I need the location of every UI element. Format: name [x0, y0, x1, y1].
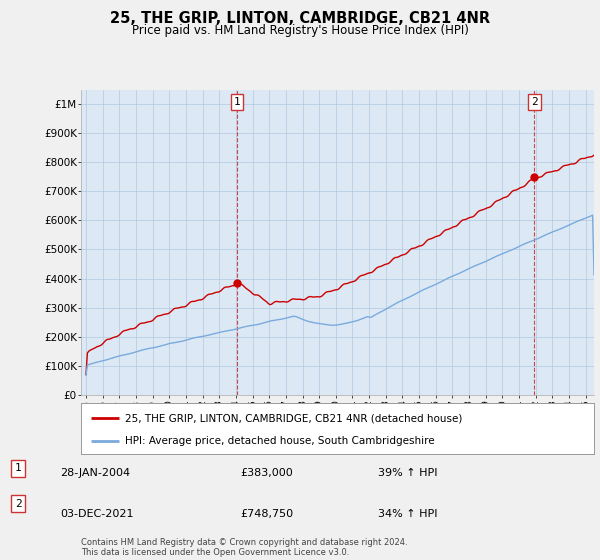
Text: 1: 1	[14, 464, 22, 473]
Text: 1: 1	[234, 97, 241, 107]
Text: 2: 2	[531, 97, 538, 107]
Text: 2: 2	[14, 499, 22, 508]
Text: Price paid vs. HM Land Registry's House Price Index (HPI): Price paid vs. HM Land Registry's House …	[131, 24, 469, 37]
Text: £748,750: £748,750	[240, 509, 293, 519]
Text: 25, THE GRIP, LINTON, CAMBRIDGE, CB21 4NR: 25, THE GRIP, LINTON, CAMBRIDGE, CB21 4N…	[110, 11, 490, 26]
Text: 25, THE GRIP, LINTON, CAMBRIDGE, CB21 4NR (detached house): 25, THE GRIP, LINTON, CAMBRIDGE, CB21 4N…	[125, 413, 462, 423]
Text: 39% ↑ HPI: 39% ↑ HPI	[378, 468, 437, 478]
Text: HPI: Average price, detached house, South Cambridgeshire: HPI: Average price, detached house, Sout…	[125, 436, 434, 446]
Text: Contains HM Land Registry data © Crown copyright and database right 2024.
This d: Contains HM Land Registry data © Crown c…	[81, 538, 407, 557]
Text: 28-JAN-2004: 28-JAN-2004	[60, 468, 130, 478]
Text: 34% ↑ HPI: 34% ↑ HPI	[378, 509, 437, 519]
Text: £383,000: £383,000	[240, 468, 293, 478]
Text: 03-DEC-2021: 03-DEC-2021	[60, 509, 133, 519]
